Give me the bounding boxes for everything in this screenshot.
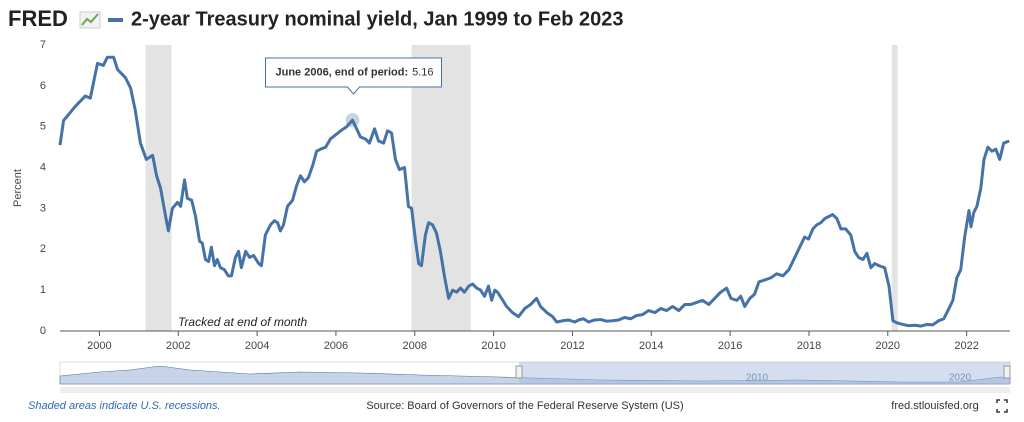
footer-site[interactable]: fred.stlouisfed.org	[891, 400, 978, 412]
tooltip-label: June 2006, end of period:	[275, 66, 408, 78]
navigator-label: 2010	[746, 373, 769, 384]
footer-source: Source: Board of Governors of the Federa…	[366, 400, 683, 412]
x-tick-label: 2016	[718, 340, 742, 352]
x-tick-label: 2014	[639, 340, 663, 352]
footer-note: Shaded areas indicate U.S. recessions.	[28, 400, 221, 412]
y-tick-label: 7	[40, 39, 46, 51]
y-tick-label: 2	[40, 243, 46, 255]
x-tick-label: 2000	[87, 340, 111, 352]
tooltip: June 2006, end of period: 5.16	[264, 57, 442, 95]
recession-band	[145, 45, 172, 331]
tooltip-value: 5.16	[412, 66, 433, 78]
recession-band	[891, 45, 898, 331]
x-tick-label: 2022	[954, 340, 978, 352]
hover-marker	[345, 113, 360, 128]
fullscreen-button[interactable]	[996, 399, 1008, 413]
recession-band	[411, 45, 471, 331]
annotation: Tracked at end of month	[178, 315, 308, 329]
y-tick-label: 6	[40, 80, 46, 92]
series-line	[58, 55, 1010, 328]
x-tick-label: 2004	[245, 340, 269, 352]
tooltip-text: June 2006, end of period: 5.16	[275, 66, 433, 78]
y-tick-label: 0	[40, 325, 46, 337]
x-tick-label: 2002	[166, 340, 190, 352]
navigator-label: 2020	[949, 373, 972, 384]
tooltip-box	[264, 57, 442, 95]
logo: FRED	[8, 6, 68, 31]
y-tick-label: 4	[40, 161, 46, 173]
navigator	[59, 361, 1011, 393]
y-tick-label: 1	[40, 284, 46, 296]
x-tick-label: 2020	[876, 340, 900, 352]
x-tick-label: 2018	[797, 340, 821, 352]
x-tick-label: 2010	[481, 340, 505, 352]
x-tick-label: 2008	[403, 340, 427, 352]
logo-icon	[79, 11, 101, 29]
chart-title: 2-year Treasury nominal yield, Jan 1999 …	[131, 8, 623, 30]
y-axis-label: Percent	[12, 169, 24, 207]
x-tick-label: 2012	[560, 340, 584, 352]
x-tick-label: 2006	[324, 340, 348, 352]
y-tick-label: 5	[40, 121, 46, 133]
y-tick-label: 3	[40, 202, 46, 214]
